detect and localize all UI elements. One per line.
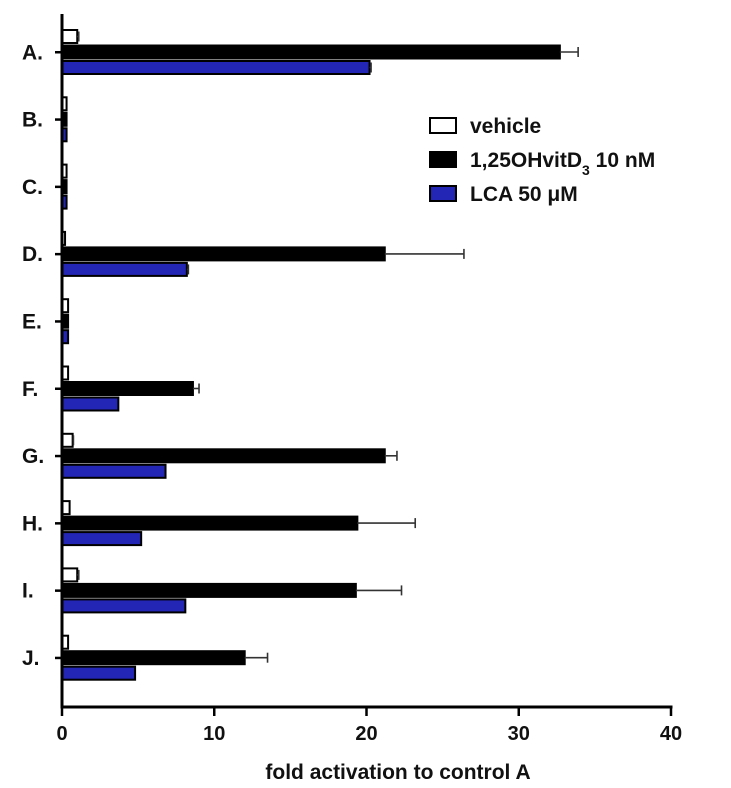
x-ticks-layer: 0 10 20 30 40 <box>56 707 682 745</box>
category-label: C. <box>22 176 43 199</box>
bar <box>61 598 187 614</box>
x-tick-label: 20 <box>355 723 377 745</box>
x-tick-label: 30 <box>508 723 530 745</box>
bar <box>61 432 74 448</box>
x-tick-label: 40 <box>660 723 682 745</box>
x-tick-label: 10 <box>203 723 225 745</box>
category-label: E. <box>22 310 42 333</box>
category-label: B. <box>22 109 43 132</box>
category-label: D. <box>22 243 43 266</box>
bar <box>61 515 359 531</box>
bar <box>61 650 246 666</box>
bar <box>61 246 386 262</box>
category-label: F. <box>22 378 38 401</box>
bar <box>61 448 386 464</box>
legend-swatch <box>429 185 457 202</box>
bar <box>61 531 143 547</box>
legend-swatch <box>429 117 457 134</box>
category-label: G. <box>22 445 44 468</box>
category-label: A. <box>22 41 43 64</box>
bar <box>61 261 188 277</box>
bar <box>61 396 120 412</box>
x-axis-title: fold activation to control A <box>265 761 530 784</box>
x-tick-label: 0 <box>56 723 67 745</box>
bar <box>61 567 79 583</box>
legend-label: LCA 50 μM <box>470 183 578 206</box>
category-label: H. <box>22 512 43 535</box>
category-labels-layer: A. B. C. D. E. F. G. H. I. J. <box>22 41 44 670</box>
legend-label: vehicle <box>470 115 541 138</box>
legend: vehicle 1,25OHvitD3 10 nM LCA 50 μM <box>429 115 655 206</box>
bar <box>61 29 79 44</box>
bar <box>61 44 561 60</box>
error-bars-layer <box>72 31 579 663</box>
legend-label: 1,25OHvitD3 10 nM <box>470 149 655 178</box>
category-label: J. <box>22 647 40 670</box>
legend-swatch <box>429 151 457 168</box>
bar <box>61 60 371 75</box>
bar <box>61 381 194 396</box>
bar <box>61 463 167 479</box>
category-label: I. <box>22 580 34 603</box>
bar <box>61 582 357 598</box>
bar <box>61 665 137 681</box>
